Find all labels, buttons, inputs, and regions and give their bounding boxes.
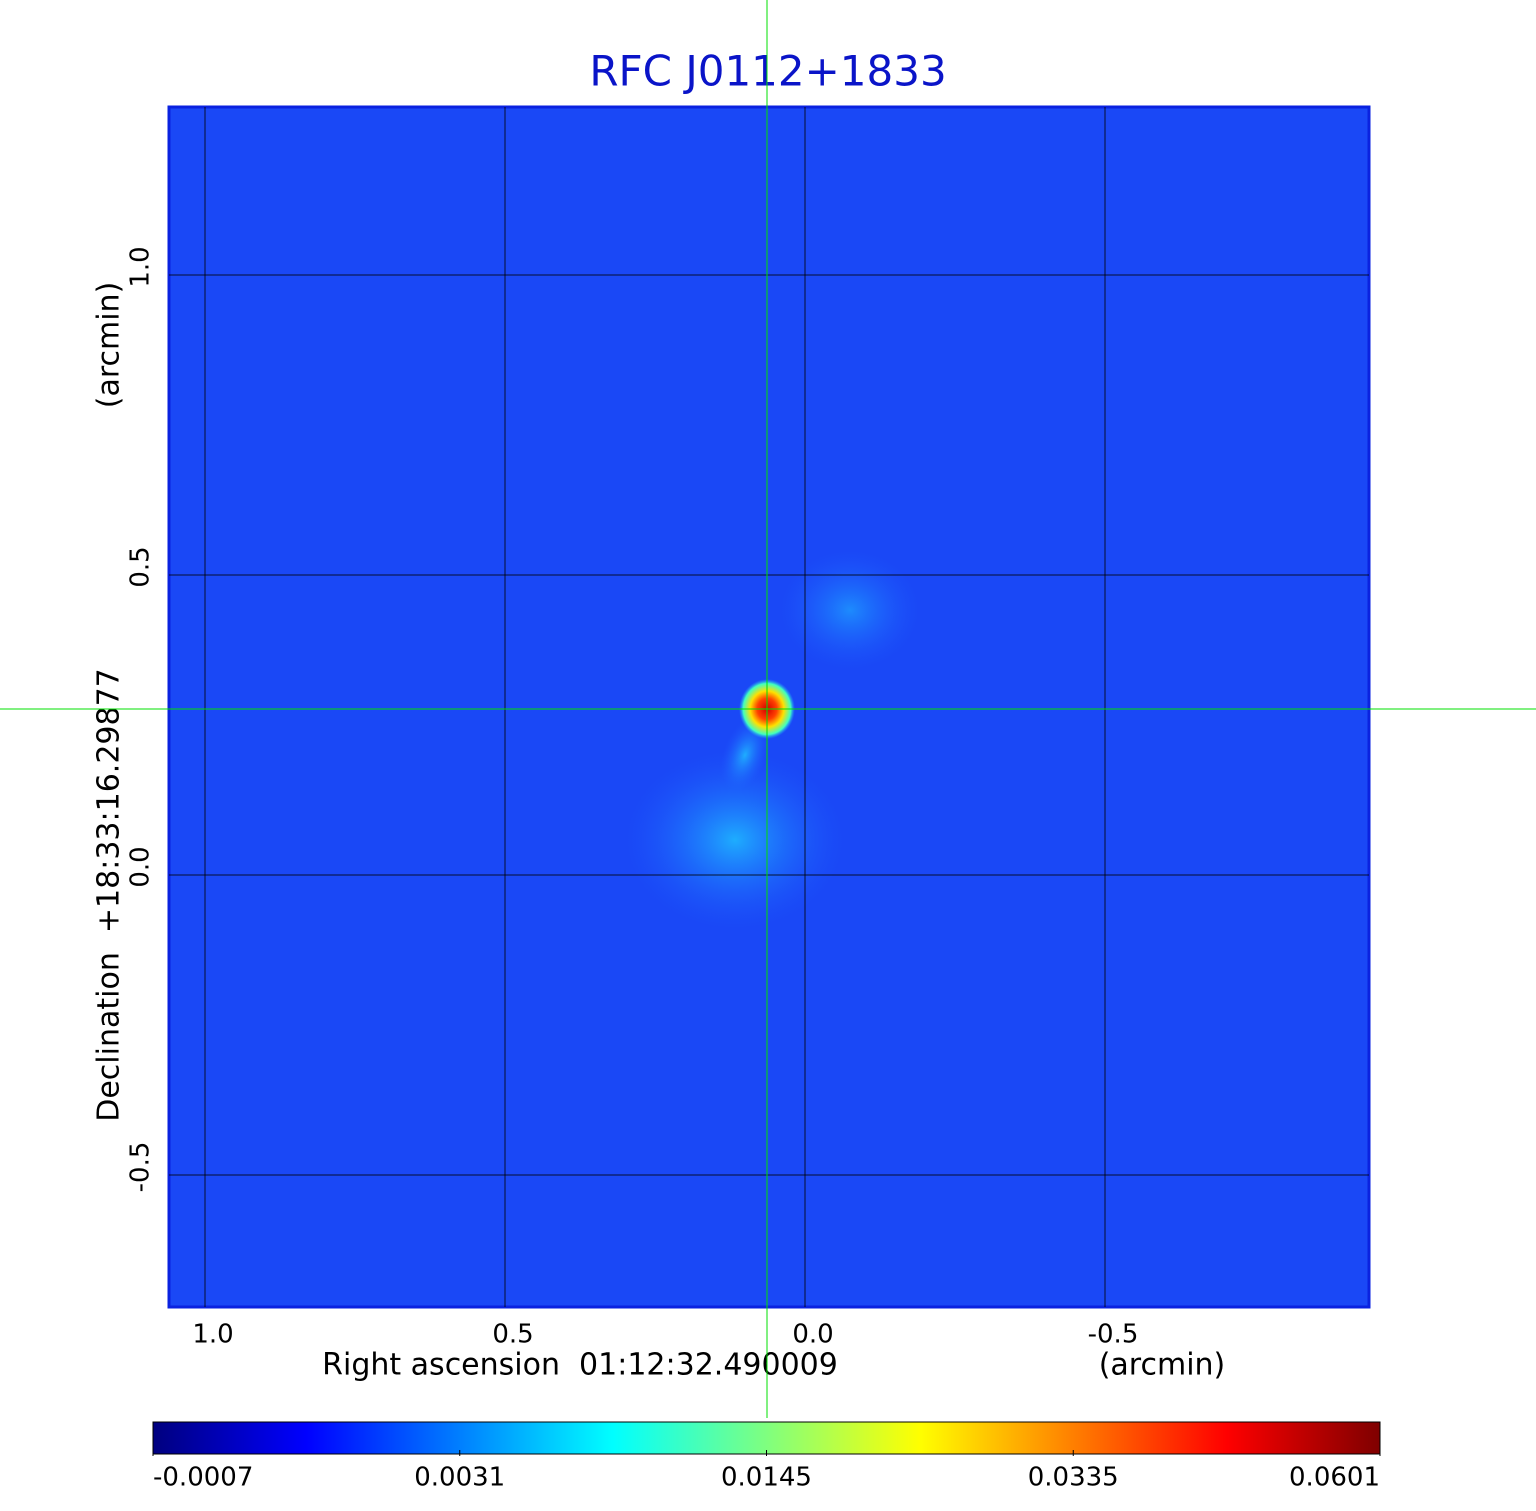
x-tick-label: 0.5: [492, 1320, 533, 1350]
colorbar-tick-label: -0.0007: [153, 1463, 253, 1493]
x-tick-label: -0.5: [1088, 1320, 1139, 1350]
colorbar-tick-label: 0.0145: [721, 1463, 812, 1493]
x-tick-label: 1.0: [192, 1320, 233, 1350]
x-axis-label: Right ascension 01:12:32.490009: [322, 1348, 838, 1383]
diffuse-emission: [780, 550, 920, 670]
x-axis-unit: (arcmin): [1099, 1348, 1226, 1383]
colorbar: [152, 1421, 1381, 1455]
diffuse-emission: [625, 750, 845, 930]
x-tick-label: 0.0: [792, 1320, 833, 1350]
sky-image: [167, 105, 1371, 1309]
colorbar-tick-label: 0.0031: [414, 1463, 505, 1493]
y-tick-label: 1.0: [126, 246, 156, 287]
colorbar-tick-label: 0.0335: [1028, 1463, 1119, 1493]
y-axis-label: Declination +18:33:16.29877: [92, 668, 127, 1122]
y-axis-unit: (arcmin): [92, 282, 127, 409]
y-tick-label: 0.5: [126, 546, 156, 587]
y-tick-label: 0.0: [126, 846, 156, 887]
y-tick-label: -0.5: [126, 1142, 156, 1193]
colorbar-tick-label: 0.0601: [1289, 1463, 1380, 1493]
chart-title: RFC J0112+1833: [589, 47, 946, 96]
